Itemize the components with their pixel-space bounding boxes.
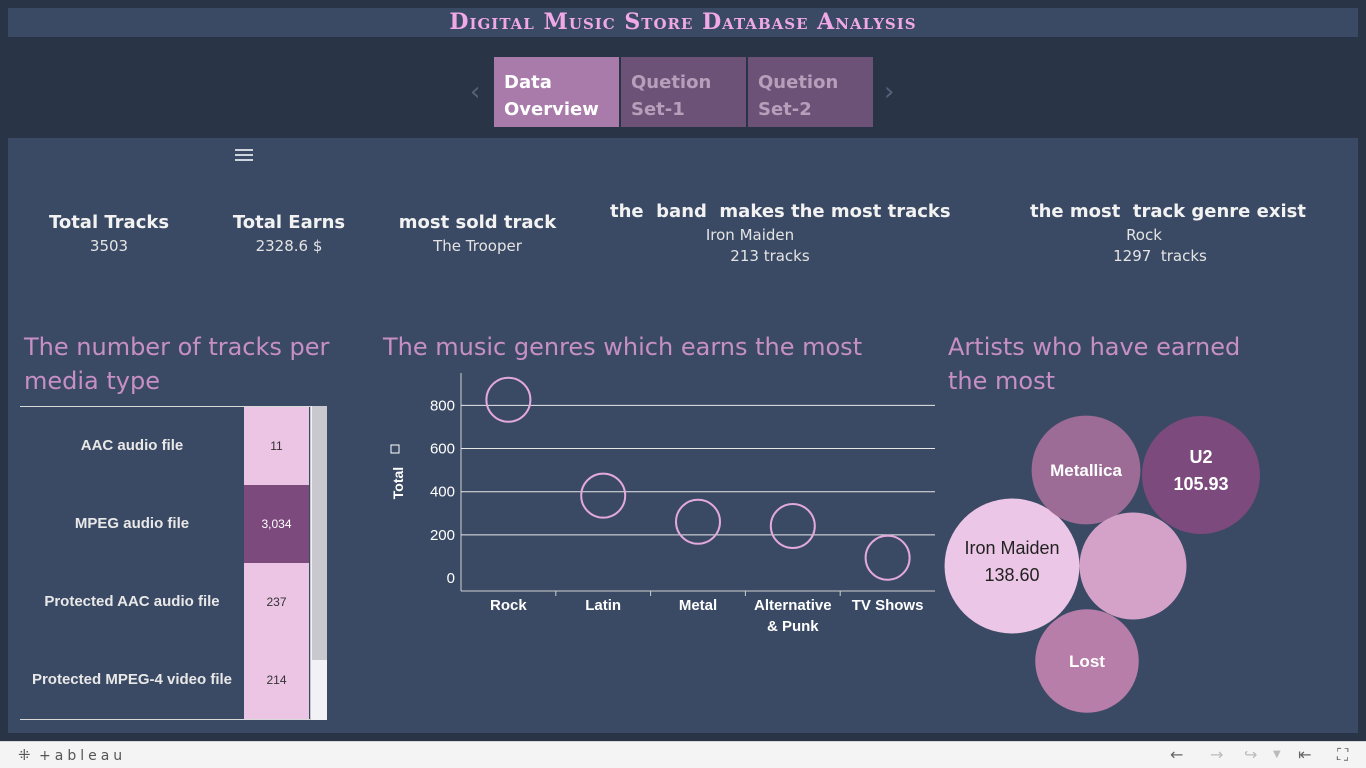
artists-title: Artists who have earned the most (948, 330, 1240, 398)
tab-label-line2: Set-1 (631, 99, 685, 120)
media-label: MPEG audio file (74, 515, 190, 532)
media-cell: 11 (244, 407, 309, 485)
table-scrollbar[interactable] (310, 406, 327, 720)
tab-question-set-2[interactable]: Quetion Set-2 (748, 57, 873, 127)
media-cell: 3,034 (244, 485, 309, 563)
kpi-label: Total Earns (232, 212, 346, 233)
kpi-label: Total Tracks (48, 212, 170, 233)
x-tick-label: Latin (585, 597, 621, 614)
media-type-title: The number of tracks per media type (24, 330, 329, 398)
media-label: AAC audio file (80, 437, 184, 454)
x-tick-label: Metal (679, 597, 717, 614)
artist-bubble[interactable] (1142, 416, 1260, 534)
artist-name-label: Iron Maiden (964, 538, 1059, 558)
artist-name-label: Lost (1069, 652, 1105, 671)
kpi-most-sold-track: most sold track The Trooper (390, 212, 565, 255)
tab-question-set-1[interactable]: Quetion Set-1 (621, 57, 746, 127)
kpi-value: 3503 (89, 237, 129, 255)
fullscreen-icon[interactable]: ⛶ (1337, 745, 1349, 764)
kpi-label: the most track genre exist (1030, 201, 1306, 222)
y-tick-label: 600 (430, 441, 455, 458)
kpi-total-tracks: Total Tracks 3503 (40, 212, 178, 255)
table-row[interactable]: Protected MPEG-4 video file 214 (20, 641, 310, 719)
dashboard-title-bar: Digital Music Store Database Analysis (8, 8, 1358, 37)
tableau-logo[interactable]: ⁜ +ableau (18, 746, 127, 764)
tab-label-line1: Data (504, 72, 552, 93)
table-row[interactable]: MPEG audio file 3,034 (20, 485, 310, 563)
artist-value-label: 105.93 (1173, 474, 1228, 494)
tab-label-line1: Quetion (631, 72, 712, 93)
tab-label-line1: Quetion (758, 72, 839, 93)
kpi-genre-count: 1297 tracks (1113, 247, 1207, 265)
kpi-label: the band makes the most tracks (610, 201, 951, 222)
tab-label-line2: Overview (504, 99, 599, 120)
previous-arrow-icon[interactable]: ‹ (470, 77, 481, 107)
genre-point[interactable] (675, 498, 721, 545)
dashboard-panel (8, 138, 1358, 733)
artists-title-line2: the most (948, 367, 1055, 395)
kpi-label: most sold track (398, 212, 557, 233)
media-label: Protected AAC audio file (44, 593, 220, 610)
y-axis-label: Total (390, 467, 406, 499)
y-tick-label: 200 (430, 527, 455, 544)
artist-name-label: U2 (1189, 447, 1212, 467)
undo-icon[interactable]: ← (1170, 745, 1184, 764)
media-title-line2: media type (24, 367, 160, 395)
media-label: Protected MPEG-4 video file (31, 671, 233, 688)
artist-earnings-bubble-chart: Iron Maiden 138.60 U2 105.93 Metallica Lost (944, 415, 1260, 713)
kpi-band-count: 213 tracks (730, 247, 810, 265)
media-title-line1: The number of tracks per (24, 333, 330, 361)
table-row[interactable]: AAC audio file 11 (20, 407, 310, 485)
y-tick-label: 0 (447, 570, 455, 587)
brand-text: +ableau (39, 748, 127, 764)
artist-bubble[interactable] (1035, 609, 1139, 713)
kpi-total-earns: Total Earns 2328.6 $ (220, 212, 358, 255)
media-cell: 237 (244, 563, 309, 641)
x-tick-label: Alternative (754, 597, 832, 614)
artist-name-label: Metallica (1050, 461, 1122, 480)
y-tick-label: 400 (430, 484, 455, 501)
kpi-top-band: the band makes the most tracks Iron Maid… (610, 201, 951, 265)
artist-bubble[interactable] (1031, 415, 1141, 525)
scrollbar-thumb[interactable] (312, 406, 327, 660)
artist-value-label: 138.60 (984, 565, 1039, 585)
tab-label-line2: Set-2 (758, 99, 812, 120)
genres-title: The music genres which earns the most (383, 333, 863, 361)
redo-icon[interactable]: → (1210, 745, 1224, 764)
next-arrow-icon[interactable]: › (884, 77, 895, 107)
kpi-genre-name: Rock (1126, 226, 1162, 244)
x-tick-label: TV Shows (852, 597, 924, 614)
chevron-down-icon[interactable]: ▼ (1273, 749, 1281, 760)
sort-icon[interactable] (390, 444, 400, 454)
x-tick-label: Rock (490, 597, 527, 614)
artist-bubble[interactable] (944, 498, 1080, 634)
y-tick-label: 800 (430, 397, 455, 414)
revert-icon[interactable]: ↪ (1244, 745, 1258, 764)
kpi-top-genre: the most track genre exist Rock 1297 tra… (1030, 201, 1306, 265)
kpi-value: The Trooper (433, 237, 522, 255)
genre-earnings-chart: 0 200 400 600 800 Total Rock Latin Metal Alternat… (390, 373, 935, 635)
reset-icon[interactable]: ⇤ (1298, 745, 1312, 764)
artist-bubble[interactable] (1079, 512, 1187, 620)
tableau-footer: ⁜ +ableau ← → ↪ ▼ ⇤ ⛶ (0, 741, 1366, 768)
artists-title-line1: Artists who have earned (948, 333, 1241, 361)
kpi-band-name: Iron Maiden (705, 226, 795, 244)
genre-point[interactable] (864, 534, 911, 581)
genre-point[interactable] (580, 472, 627, 519)
x-tick-label: & Punk (767, 618, 819, 635)
kpi-value: 2328.6 $ (255, 237, 323, 255)
media-type-table: AAC audio file 11 MPEG audio file 3,034 … (20, 406, 330, 720)
media-cell: 214 (244, 641, 309, 719)
dashboard-title: Digital Music Store Database Analysis (449, 9, 917, 35)
table-row[interactable]: Protected AAC audio file 237 (20, 563, 310, 641)
tab-data-overview[interactable]: Data Overview (494, 57, 619, 127)
genre-point[interactable] (769, 503, 816, 550)
hamburger-menu-icon[interactable] (235, 149, 253, 163)
genre-point[interactable] (485, 376, 532, 423)
